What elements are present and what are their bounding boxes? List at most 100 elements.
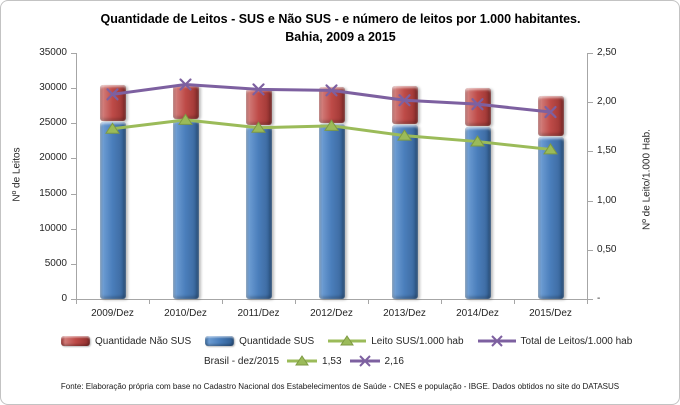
triangle-marker-2014/Dez [470, 135, 485, 147]
bar-segment-nao-sus-2013/Dez [391, 86, 418, 124]
bar-segment-sus-2011/Dez [245, 126, 272, 299]
triangle-marker-2011/Dez [251, 121, 266, 133]
bar-segment-sus-2009/Dez [99, 121, 126, 299]
left-axis-line [76, 53, 77, 299]
legend-item-total-leitos-1000: Total de Leitos/1.000 hab [477, 335, 633, 347]
left-axis-tick-label: 30000 [39, 82, 67, 94]
bar-segment-sus-2012/Dez [318, 123, 345, 299]
source-note: Fonte: Elaboração própria com base no Ca… [60, 382, 620, 391]
left-axis-title: Nº de Leitos [11, 147, 23, 202]
triangle-marker-2012/Dez [324, 119, 339, 131]
x-axis-label: 2015/Dez [529, 308, 572, 319]
legend-label: Total de Leitos/1.000 hab [520, 335, 633, 347]
bar-segment-nao-sus-2011/Dez [245, 88, 272, 126]
triangle-marker-2015/Dez [543, 143, 558, 155]
x-marker-2010/Dez [179, 78, 192, 91]
right-axis-tick-label: 1,50 [597, 145, 617, 157]
right-axis-tick-label: 2,50 [597, 47, 617, 58]
x-axis-tick [149, 299, 150, 304]
legend-label: Quantidade Não SUS [95, 335, 192, 347]
right-axis-tick-label: 0,50 [597, 243, 617, 255]
left-axis-tick-label: 15000 [39, 187, 67, 199]
nao-sus-bar-swatch-icon [61, 336, 90, 346]
left-axis-tick-label: 10000 [39, 222, 67, 234]
triangle-marker-2013/Dez [397, 129, 412, 141]
legend-label: Quantidade SUS [239, 335, 315, 347]
left-axis-tick [71, 299, 76, 300]
legend-brasil-reference-row: Brasil - dez/2015 1,53 2,16 [204, 355, 404, 367]
left-axis-tick [71, 193, 76, 195]
legend-item-leito-sus-1000: Leito SUS/1.000 hab [328, 335, 464, 347]
bar-segment-nao-sus-2010/Dez [172, 84, 199, 119]
left-axis-tick [71, 263, 76, 265]
x-axis-tick [76, 299, 77, 304]
legend-item-quantidade-nao-sus: Quantidade Não SUS [61, 336, 191, 347]
legend: Quantidade Não SUS Quantidade SUS Leito … [61, 335, 632, 347]
x-marker-2014/Dez [471, 98, 484, 111]
x-axis-tick [587, 299, 588, 304]
triangle-marker-2009/Dez [105, 122, 120, 134]
right-axis-tick [588, 249, 593, 251]
right-axis-tick [588, 53, 593, 54]
chart-title: Quantidade de Leitos - SUS e Não SUS - e… [100, 12, 581, 45]
right-axis-title: Nº de Leito/1.000 Hab. [641, 129, 653, 230]
x-axis-label: 2009/Dez [91, 308, 134, 319]
left-axis-tick-label: 5000 [44, 257, 67, 269]
x-marker-2012/Dez [325, 84, 338, 97]
x-axis-label: 2014/Dez [456, 308, 499, 319]
left-axis-tick-label: 25000 [39, 117, 67, 129]
green-line-triangle-swatch-icon [287, 355, 318, 366]
left-axis-tick [71, 53, 76, 54]
bar-segment-nao-sus-2014/Dez [464, 88, 491, 126]
purple-line-x-swatch-icon [477, 335, 516, 347]
x-marker-2013/Dez [398, 94, 411, 107]
x-axis-tick [368, 299, 369, 304]
line-series-layer [105, 78, 558, 155]
right-axis-tick-label: 1,00 [597, 194, 617, 206]
left-axis-tick-label: 0 [61, 293, 67, 304]
x-marker-2009/Dez [106, 88, 119, 101]
x-axis-label: 2013/Dez [383, 308, 426, 319]
bar-segment-sus-2013/Dez [391, 124, 418, 299]
bar-segment-sus-2014/Dez [464, 126, 491, 299]
left-axis-tick [71, 228, 76, 230]
x-axis-tick [222, 299, 223, 304]
x-axis-label: 2012/Dez [310, 308, 353, 319]
x-axis-tick [295, 299, 296, 304]
brasil-sus-value: 1,53 [322, 355, 342, 367]
x-axis-label: 2010/Dez [164, 308, 207, 319]
sus-bar-swatch-icon [205, 336, 235, 346]
x-axis-tick [441, 299, 442, 304]
legend-label: Leito SUS/1.000 hab [371, 335, 464, 347]
x-axis-line [76, 299, 588, 300]
right-axis-line [587, 53, 588, 299]
brasil-total-value: 2,16 [384, 355, 404, 367]
bar-segment-nao-sus-2009/Dez [99, 85, 126, 121]
left-axis-tick-label: 35000 [39, 47, 67, 58]
purple-line-x-swatch-icon [349, 355, 380, 367]
left-axis-tick [71, 88, 76, 90]
right-axis-tick [588, 151, 593, 153]
left-axis-tick [71, 158, 76, 160]
bar-segment-nao-sus-2015/Dez [537, 95, 564, 136]
right-axis-tick-label: 2,00 [597, 96, 617, 108]
bar-segment-nao-sus-2012/Dez [318, 87, 345, 123]
legend-item-quantidade-sus: Quantidade SUS [205, 336, 314, 347]
brasil-reference-label: Brasil - dez/2015 [204, 355, 280, 367]
total-leitos-line [112, 82, 551, 114]
right-axis-tick-label: - [597, 293, 601, 304]
x-axis-tick [514, 299, 515, 304]
bar-segment-sus-2010/Dez [172, 119, 199, 299]
x-marker-2011/Dez [252, 83, 265, 96]
x-marker-2015/Dez [544, 105, 557, 119]
right-axis-tick [588, 200, 593, 202]
green-line-triangle-swatch-icon [328, 335, 367, 346]
right-axis-tick [588, 102, 593, 104]
x-axis-label: 2011/Dez [237, 308, 280, 319]
right-axis-tick [588, 299, 593, 300]
left-axis-tick-label: 20000 [39, 152, 67, 164]
left-axis-tick [71, 123, 76, 125]
bar-segment-sus-2015/Dez [537, 136, 564, 299]
triangle-marker-2010/Dez [178, 113, 193, 125]
